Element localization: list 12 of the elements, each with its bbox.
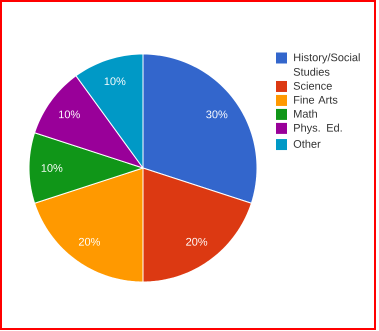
data-label: 20% xyxy=(186,238,208,246)
data-label: 30% xyxy=(206,110,228,118)
data-label: 20% xyxy=(78,238,100,246)
legend-label: History/Social Studies xyxy=(294,53,360,76)
legend-label: Phys. Ed. xyxy=(294,124,342,134)
legend-label: Math xyxy=(294,110,317,118)
legend-label: Other xyxy=(294,140,321,148)
data-label: 10% xyxy=(42,164,62,172)
legend-label: Fine Arts xyxy=(294,96,338,104)
legend-label: Science xyxy=(294,82,332,90)
data-label: 10% xyxy=(59,110,80,118)
data-label: 10% xyxy=(104,77,126,86)
